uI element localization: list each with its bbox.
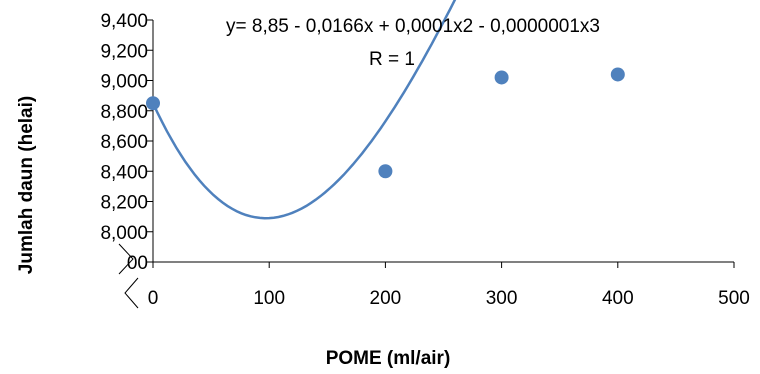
y-tick-label: 8,400 bbox=[100, 162, 148, 183]
axis-break-mark bbox=[118, 243, 134, 275]
y-tick-label: 8,600 bbox=[100, 132, 148, 153]
x-tick-label: 300 bbox=[486, 288, 518, 309]
x-tick-label: 100 bbox=[253, 288, 285, 309]
data-point bbox=[610, 67, 625, 82]
y-tick-label: 8,000 bbox=[100, 223, 148, 244]
x-tick-label: 200 bbox=[370, 288, 402, 309]
x-tick-label: 500 bbox=[718, 288, 750, 309]
data-point bbox=[146, 96, 160, 111]
trendline-curve bbox=[151, 0, 457, 220]
axes bbox=[118, 20, 734, 309]
data-point bbox=[494, 70, 509, 85]
r-value-label: R = 1 bbox=[369, 49, 415, 70]
trendline-equation: y= 8,85 - 0,0166x + 0,0001x2 - 0,0000001… bbox=[226, 16, 600, 37]
x-axis-title: POME (ml/air) bbox=[326, 348, 451, 369]
y-tick-label: 00 bbox=[127, 253, 148, 274]
y-tick-label: 8,800 bbox=[100, 102, 148, 123]
axis-break-mark bbox=[124, 277, 139, 309]
y-tick-labels: 00 8,000 8,200 8,400 8,600 8,800 9,000 9,200 9,4… bbox=[100, 11, 153, 274]
y-axis-title: Jumlah daun (helai) bbox=[16, 96, 37, 274]
x-tick-label: 400 bbox=[602, 288, 634, 309]
y-tick-label: 9,200 bbox=[100, 41, 148, 62]
data-points bbox=[146, 67, 625, 179]
y-tick-label: 9,000 bbox=[100, 72, 148, 93]
data-point bbox=[378, 164, 393, 179]
x-tick-labels: 0 100 200 300 400 500 bbox=[148, 262, 750, 309]
y-tick-label: 8,200 bbox=[100, 193, 148, 214]
x-tick-label: 0 bbox=[148, 288, 159, 309]
y-tick-label: 9,400 bbox=[100, 11, 148, 32]
